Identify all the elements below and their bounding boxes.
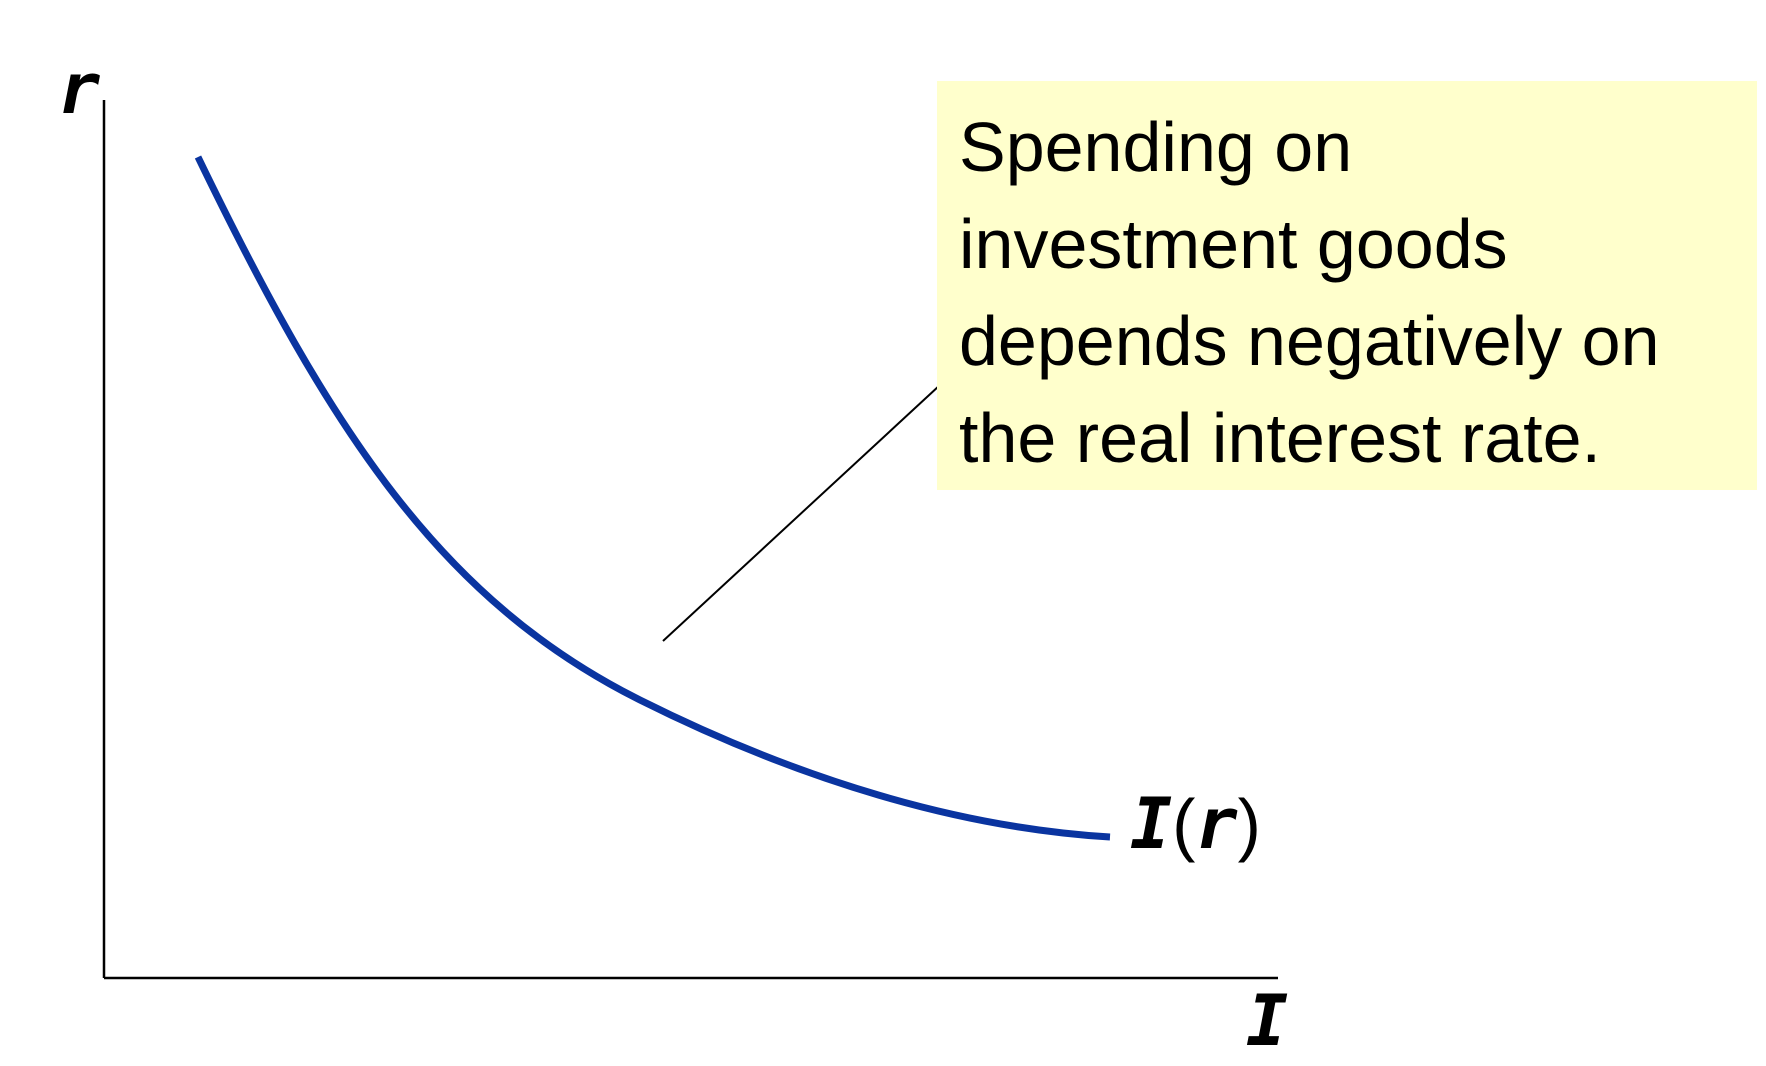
curve-label-function: I	[1130, 783, 1172, 865]
curve-label: I(r)	[1130, 783, 1261, 865]
investment-curve	[194, 155, 1111, 841]
callout-text: Spending on investment goods depends neg…	[959, 108, 1660, 477]
callout-box: Spending on investment goods depends neg…	[937, 81, 1757, 490]
y-axis-label: r	[58, 48, 100, 130]
curve-label-open-paren: (	[1172, 785, 1195, 863]
curve-label-argument: r	[1195, 783, 1237, 865]
x-axis-label: I	[1246, 980, 1288, 1062]
callout-pointer-line	[662, 384, 941, 642]
curve-label-close-paren: )	[1238, 785, 1261, 863]
